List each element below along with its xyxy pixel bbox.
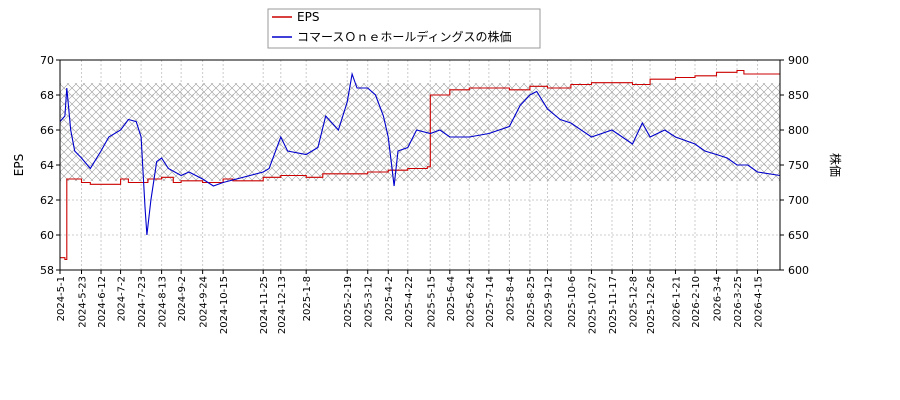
x-tick-label: 2026-3-4: [712, 276, 723, 321]
series-layer: [60, 69, 780, 261]
y-right-tick-label: 850: [788, 89, 809, 102]
y-left-tick-label: 62: [40, 194, 54, 207]
x-tick-label: 2025-11-17: [608, 276, 619, 334]
y-left-tick-label: 70: [40, 54, 54, 67]
y-left-tick-label: 60: [40, 229, 54, 242]
x-tick-label: 2026-2-10: [691, 276, 702, 328]
y-left-tick-label: 64: [40, 159, 54, 172]
x-tick-label: 2024-5-23: [77, 276, 88, 328]
y-axis-right-label: 株価: [828, 153, 843, 177]
x-tick-label: 2025-12-26: [646, 276, 657, 334]
x-tick-label: 2025-10-27: [587, 276, 598, 334]
y-axis-left-label: EPS: [12, 154, 26, 176]
x-tick-label: 2024-12-13: [277, 276, 288, 334]
legend-box: [267, 8, 541, 49]
y-left-tick-label: 68: [40, 89, 54, 102]
x-tick-label: 2024-8-13: [158, 276, 169, 328]
y-right-tick-label: 750: [788, 159, 809, 172]
legend-label-eps: EPS: [297, 10, 319, 24]
y-axis-right: 600 650 700 750 800 850 900: [780, 54, 809, 277]
y-left-tick-label: 66: [40, 124, 54, 137]
x-tick-label: 2025-9-12: [543, 276, 554, 328]
x-tick-label: 2024-7-23: [137, 276, 148, 328]
y-right-tick-label: 700: [788, 194, 809, 207]
x-tick-label: 2024-10-15: [219, 276, 230, 334]
y-axis-left: 58 60 62 64 66 68 70: [40, 54, 60, 277]
x-tick-label: 2024-6-12: [97, 276, 108, 328]
x-tick-label: 2025-1-8: [302, 276, 313, 321]
price-band: [60, 83, 780, 182]
x-tick-label: 2025-10-6: [567, 276, 578, 328]
x-tick-label: 2025-3-12: [364, 276, 375, 328]
x-tick-label: 2025-6-4: [446, 276, 457, 321]
legend-label-price: コマースＯｎｅホールディングスの株価: [297, 29, 512, 44]
x-tick-label: 2025-7-14: [485, 276, 496, 328]
legend: EPS コマースＯｎｅホールディングスの株価: [267, 8, 541, 49]
x-tick-label: 2025-6-24: [465, 276, 476, 328]
x-tick-label: 2024-7-2: [117, 276, 128, 321]
y-right-tick-label: 600: [788, 264, 809, 277]
x-tick-label: 2025-12-8: [628, 276, 639, 328]
y-right-tick-label: 650: [788, 229, 809, 242]
y-left-tick-label: 58: [40, 264, 54, 277]
x-tick-label: 2025-2-19: [343, 276, 354, 328]
x-tick-label: 2024-9-24: [199, 276, 210, 328]
price-line: [60, 71, 780, 236]
x-tick-label: 2024-5-1: [56, 276, 67, 321]
x-tick-label: 2026-3-25: [733, 276, 744, 328]
x-tick-label: 2025-8-4: [505, 276, 516, 321]
y-right-tick-label: 800: [788, 124, 809, 137]
eps-line: [60, 69, 780, 261]
x-axis: 2024-5-1 2024-5-23 2024-6-12 2024-7-2 2024-7…: [56, 270, 765, 334]
x-tick-label: 2025-4-22: [404, 276, 415, 328]
x-tick-label: 2025-5-15: [426, 276, 437, 328]
y-right-tick-label: 900: [788, 54, 809, 67]
x-tick-label: 2026-1-21: [671, 276, 682, 328]
x-tick-label: 2025-4-2: [384, 276, 395, 321]
x-tick-label: 2024-11-25: [259, 276, 270, 334]
x-tick-label: 2024-9-2: [177, 276, 188, 321]
x-tick-label: 2025-8-25: [526, 276, 537, 328]
x-tick-label: 2026-4-15: [754, 276, 765, 328]
